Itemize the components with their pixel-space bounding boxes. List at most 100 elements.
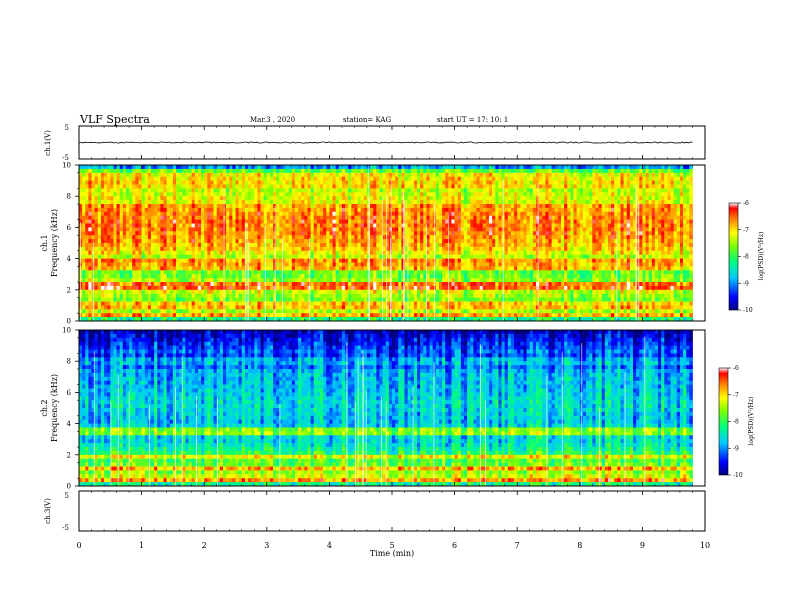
ch1-spectrogram-cell (435, 211, 440, 217)
ch1-spectrogram-cell (429, 305, 434, 310)
ch1-spectrogram-cell (88, 204, 92, 209)
ch1-spectrogram-cell (338, 180, 343, 185)
ch1-spectrogram-cell (407, 235, 412, 240)
ch1-spectrogram-cell (304, 289, 308, 295)
ch1-spectrogram-cell (276, 211, 280, 217)
ch1-spectrogram-cell (129, 262, 133, 267)
ch1-spectrogram-cell (107, 176, 111, 181)
ch1-spectrogram-cell (160, 243, 164, 248)
ch1-spectrogram-cell (426, 200, 430, 205)
ch1-spectrogram-cell (197, 184, 202, 189)
ch1-spectrogram-cell (122, 305, 127, 310)
ch1-spectrogram-cell (326, 305, 330, 310)
ch1-spectrogram-cell (417, 235, 421, 240)
ch1-spectrogram-cell (169, 168, 174, 174)
ch1-spectrogram-cell (429, 243, 434, 248)
ch1-spectrogram-cell (238, 313, 243, 318)
ch1-spectrogram-cell (420, 305, 424, 310)
ch1-spectrogram-cell (294, 165, 299, 170)
ch1-spectrogram-cell (460, 223, 465, 228)
ch1-spectrogram-cell (376, 270, 380, 275)
ch1-spectrogram-cell (320, 289, 324, 295)
ch1-spectrogram-cell (172, 254, 177, 259)
ch1-spectrogram-cell (357, 207, 362, 213)
ch1-spectrogram-cell (438, 176, 443, 181)
ch1-spectrogram-cell (219, 227, 224, 232)
ch1-spectrogram-cell (204, 219, 208, 224)
ch1-spectrogram-cell (172, 231, 177, 236)
ch1-spectrogram-cell (413, 200, 418, 205)
ch1-spectrogram-cell (438, 172, 443, 178)
ch1-spectrogram-cell (201, 204, 205, 209)
ch1-spectrogram-cell (326, 278, 330, 283)
ch1-spectrogram-cell (301, 207, 305, 213)
ch1-spectrogram-cell (100, 204, 105, 209)
ch1-spectrogram-cell (404, 165, 409, 170)
ch1-spectrogram-cell (163, 274, 168, 279)
ch1-spectrogram-cell (335, 200, 340, 205)
ch1-spectrogram-cell (438, 254, 443, 259)
ch1-spectrogram-cell (251, 168, 255, 174)
ch1-spectrogram-cell (282, 254, 286, 259)
ch1-spectrogram-cell (216, 176, 221, 181)
ch1-spectrogram-cell (169, 254, 174, 259)
ch1-spectrogram-cell (341, 297, 346, 302)
ch1-spectrogram-cell (445, 301, 449, 306)
ch1-spectrogram-cell (248, 258, 252, 263)
ch1-spectrogram-cell (100, 192, 105, 197)
ch1-spectrogram-cell (442, 266, 446, 271)
ch1-spectrogram-cell (188, 196, 193, 201)
ch1-spectrogram-cell (169, 200, 174, 205)
ch1-spectrogram-cell (129, 246, 133, 252)
ch1-spectrogram-cell (457, 192, 462, 197)
ch1-spectrogram-cell (163, 301, 168, 306)
ch1-spectrogram-cell (82, 172, 86, 178)
ch1-spectrogram-cell (351, 301, 355, 306)
ch1-spectrogram-cell (379, 305, 384, 310)
ch1-spectrogram-cell (163, 313, 168, 318)
ch1-spectrogram-cell (310, 207, 315, 213)
ch1-spectrogram-cell (82, 313, 86, 318)
ch1-spectrogram-cell (132, 282, 136, 287)
ch1-spectrogram-cell (398, 184, 402, 189)
ch1-spectrogram-cell (291, 180, 296, 185)
ch1-spectrogram-cell (298, 254, 302, 259)
ch1-spectrogram-cell (179, 317, 183, 322)
ch1-spectrogram-cell (154, 270, 158, 275)
ch1-spectrogram-cell (310, 168, 315, 174)
ch1-spectrogram-cell (285, 239, 290, 244)
ch1-spectrogram-cell (154, 309, 158, 314)
ch1-spectrogram-cell (94, 297, 99, 302)
ch1-spectrogram-cell (379, 239, 384, 244)
ch1-spectrogram-cell (370, 317, 374, 322)
ch1-spectrogram-cell (204, 317, 208, 322)
ch1-spectrogram-cell (332, 168, 337, 174)
ch1-spectrogram-cell (226, 239, 230, 244)
ch1-spectrogram-cell (460, 207, 465, 213)
ch1-spectrogram-cell (395, 305, 399, 310)
ch1-spectrogram-cell (210, 235, 214, 240)
ch1-spectrogram-cell (426, 235, 430, 240)
ch1-spectrogram-cell (226, 231, 230, 236)
ch1-spectrogram-cell (157, 278, 161, 283)
ch1-spectrogram-cell (445, 262, 449, 267)
ch1-spectrogram-cell (169, 266, 174, 271)
ch1-spectrogram-cell (413, 239, 418, 244)
ch1-spectrogram-cell (426, 165, 430, 170)
ch1-spectrogram-cell (366, 223, 371, 228)
ch1-spectrogram-cell (463, 165, 468, 170)
ch1-spectrogram-cell (313, 246, 318, 252)
ch1-spectrogram-cell (232, 309, 236, 314)
ch1-spectrogram-cell (157, 227, 161, 232)
ch1-spectrogram-cell (219, 317, 224, 322)
ch1-spectrogram-cell (329, 235, 333, 240)
ch1-spectrogram-cell (426, 192, 430, 197)
ch1-spectrogram-cell (144, 246, 149, 252)
ch1-spectrogram-cell (226, 243, 230, 248)
ch1-spectrogram-cell (232, 188, 236, 193)
ch1-spectrogram-cell (110, 200, 114, 205)
ch1-spectrogram-cell (179, 289, 183, 295)
ch1-spectrogram-cell (407, 219, 412, 224)
ch1-spectrogram-cell (266, 285, 271, 291)
ch1-spectrogram-cell (279, 254, 283, 259)
